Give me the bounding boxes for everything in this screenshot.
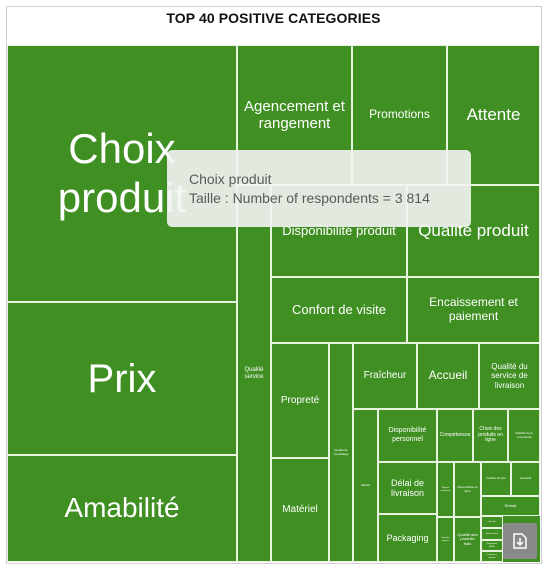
tile-small-3[interactable]: Fiabilité de la commande (508, 409, 540, 462)
tile-label: Rapport qualité prix (440, 487, 451, 492)
tile-label: Packaging (386, 532, 429, 543)
download-icon (513, 533, 527, 549)
tile-label: Service client (486, 532, 498, 535)
tile-qualite-service[interactable]: Qualité service (237, 185, 271, 562)
tile-label: Attente (466, 105, 521, 125)
tile-small-2[interactable]: Variété (353, 409, 378, 562)
tile-label: Délai de livraison (390, 477, 425, 498)
tile-label: Facilité du site (486, 476, 506, 481)
tile-fraicheur[interactable]: Fraîcheur (353, 343, 417, 409)
tile-label: Conseils (519, 476, 532, 481)
tile-label: Compétences (439, 431, 471, 438)
tile-dispo-personnel[interactable]: Disponibilité personnel (378, 409, 437, 462)
tile-label: Qualité des produits frais (457, 531, 478, 546)
tile-small-10[interactable]: Service client (481, 528, 503, 540)
tile-confort[interactable]: Confort de visite (271, 277, 407, 343)
tile-small-12[interactable]: Livraison à domicile (481, 551, 503, 562)
tile-label: Accueil (428, 368, 468, 383)
tile-packaging[interactable]: Packaging (378, 514, 437, 562)
tile-small-6[interactable]: Facilité du site (481, 462, 511, 496)
tile-label: Variété (360, 482, 371, 487)
tile-label: Fraîcheur (363, 370, 407, 382)
tile-small-9[interactable]: Sécurité (481, 516, 503, 528)
tile-small-4[interactable]: Rapport qualité prix (437, 462, 454, 517)
tile-label: Retrait (504, 502, 517, 508)
tile-label: Matériel (282, 504, 318, 516)
tile-choix-produit[interactable]: Choix produit (7, 45, 237, 302)
tile-small-11[interactable]: Programme fidélité (481, 540, 503, 551)
tile-small-1[interactable]: Qualité de l'emballage (329, 343, 353, 562)
tile-label: Qualité de l'emballage (333, 448, 349, 456)
tile-encaissement[interactable]: Encaissement et paiement (407, 277, 540, 343)
tile-label: Qualité service (244, 366, 264, 380)
tile-materiel[interactable]: Matériel (271, 458, 329, 562)
tile-label: Choix des produits en ligne (478, 425, 503, 444)
tile-amabilite[interactable]: Amabilité (7, 455, 237, 562)
tile-label: Confort de visite (292, 301, 386, 317)
tile-label: Amabilité (64, 492, 180, 524)
chart-title: TOP 40 POSITIVE CATEGORIES (166, 10, 381, 26)
tooltip: Choix produit Taille : Number of respond… (167, 150, 471, 227)
tile-proprete[interactable]: Propreté (271, 343, 329, 458)
tile-retrait[interactable]: Retrait (481, 496, 540, 516)
download-button[interactable] (503, 523, 537, 559)
tile-label: Encaissement et paiement (429, 295, 518, 323)
tile-label: Livraison à domicile (487, 554, 497, 559)
tile-label: Programme fidélité (486, 543, 498, 548)
tile-choix-ligne[interactable]: Choix des produits en ligne (473, 409, 508, 462)
tile-qualite-livraison[interactable]: Qualité du service de livraison (479, 343, 540, 409)
tile-small-8[interactable]: Propreté magasin (437, 517, 454, 562)
tile-label: Sécurité (488, 520, 496, 523)
tile-label: Choix produit (57, 125, 187, 221)
tile-label: Disponibilité en ligne (457, 485, 478, 493)
tile-label: Propreté magasin (441, 537, 450, 542)
tile-delai[interactable]: Délai de livraison (378, 462, 437, 514)
tile-label: Fiabilité de la commande (515, 431, 533, 439)
tile-small-7[interactable]: Conseils (511, 462, 540, 496)
tile-label: Disponibilité personnel (388, 427, 427, 443)
tile-label: Agencement et rangement (244, 97, 345, 132)
tile-prix[interactable]: Prix (7, 302, 237, 455)
tile-accueil[interactable]: Accueil (417, 343, 479, 409)
tile-small-5[interactable]: Disponibilité en ligne (454, 462, 481, 517)
tooltip-value: Taille : Number of respondents = 3 814 (189, 189, 430, 206)
tile-label: Propreté (280, 394, 320, 406)
tile-label: Promotions (369, 107, 430, 122)
tile-competences[interactable]: Compétences (437, 409, 473, 462)
tile-qualite-produits-frais[interactable]: Qualité des produits frais (454, 517, 481, 562)
treemap: Choix produit Prix Amabilité Qualité ser… (7, 45, 540, 562)
tile-label: Prix (87, 356, 157, 401)
tile-label: Qualité du service de livraison (491, 362, 528, 390)
tooltip-category: Choix produit (189, 171, 272, 187)
